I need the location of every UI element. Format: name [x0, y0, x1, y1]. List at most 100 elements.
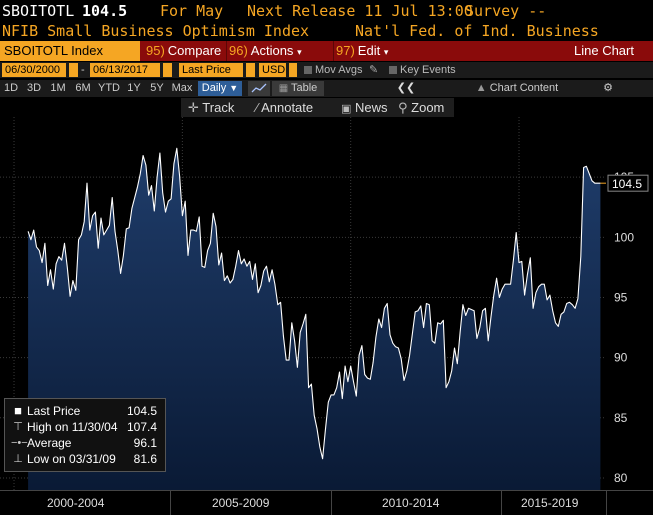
legend-average-icon: −•− [11, 437, 28, 449]
track-tool[interactable]: ✛ Track [188, 98, 234, 117]
currency-dropdown-icon[interactable] [289, 63, 297, 77]
legend-high-label: High on 11/30/04 [27, 420, 118, 434]
index-name: NFIB Small Business Optimism Index [2, 22, 310, 40]
actions-dropdown-icon: ▾ [297, 47, 302, 57]
news-tool[interactable]: ▣ News [341, 98, 388, 119]
period-6m[interactable]: 6M [75, 82, 91, 94]
legend-average: −•− Average 96.1 [5, 435, 165, 451]
chart-content-label: Chart Content [489, 82, 559, 94]
legend-low-icon: ⊥ [13, 453, 23, 465]
end-date-calendar-icon[interactable] [163, 63, 172, 77]
survey-value: Survey -- [465, 2, 547, 20]
legend-low: ⊥ Low on 03/31/09 81.6 [5, 451, 165, 467]
price-field-dropdown-icon[interactable] [246, 63, 255, 77]
index-source: Nat'l Fed. of Ind. Business [355, 22, 599, 40]
period-5y[interactable]: 5Y [150, 82, 164, 94]
period-max[interactable]: Max [171, 82, 193, 94]
frequency-dropdown-icon: ▼ [229, 83, 239, 93]
period-ytd[interactable]: YTD [98, 82, 120, 94]
pencil-icon[interactable]: ✎ [369, 64, 379, 76]
period-1d[interactable]: 1D [3, 82, 19, 94]
magnifier-icon: ⚲ [398, 100, 408, 115]
collapse-left-icon[interactable]: ❮❮ [396, 82, 416, 94]
period-1y[interactable]: 1Y [127, 82, 141, 94]
table-label: Table [291, 82, 318, 94]
start-date-calendar-icon[interactable] [69, 63, 78, 77]
start-date-field[interactable]: 06/30/2000 [2, 63, 66, 77]
frequency-label: Daily [201, 82, 227, 94]
period-bar: 1D 3D 1M 6M YTD 1Y 5Y Max Daily ▼ ▦ Tabl… [0, 80, 653, 97]
x-divider [501, 491, 502, 515]
key-events-label[interactable]: Key Events [400, 64, 456, 76]
x-divider [606, 491, 607, 515]
track-label: Track [202, 100, 235, 115]
price-area [28, 148, 601, 490]
last-value-text: 104.5 [612, 177, 642, 191]
mov-avgs-label[interactable]: Mov Avgs [315, 64, 363, 76]
legend-low-value: 81.6 [133, 452, 157, 466]
chart-type-label[interactable]: Line Chart [574, 43, 634, 58]
edit-menu[interactable]: 97) Edit ▾ [333, 41, 388, 61]
command-bar: SBOITOTL Index 95) Compare 96) Actions ▾ 9… [0, 41, 653, 61]
legend-high: ⊤ High on 11/30/04 107.4 [5, 419, 165, 435]
legend-last-price-label: Last Price [27, 404, 81, 418]
x-label-2015-2019: 2015-2019 [521, 496, 579, 510]
period-1m[interactable]: 1M [50, 82, 66, 94]
x-label-2000-2004: 2000-2004 [47, 496, 105, 510]
date-range-bar: 06/30/2000 - 06/13/2017 Last Price USD M… [0, 62, 653, 78]
legend-average-value: 96.1 [133, 436, 157, 450]
for-period: For May [160, 2, 224, 20]
edit-label: Edit [357, 43, 381, 58]
x-label-2005-2009: 2005-2009 [212, 496, 270, 510]
actions-shortcut: 96) [229, 43, 248, 58]
compare-menu[interactable]: 95) Compare [146, 41, 221, 61]
actions-label: Actions [250, 43, 294, 58]
compare-label: Compare [167, 43, 222, 58]
table-toggle[interactable]: ▦ Table [272, 81, 324, 96]
legend-high-icon: ⊤ [13, 421, 23, 433]
last-value: 104.5 [82, 2, 128, 20]
y-tick-label: 85 [614, 411, 628, 425]
chart-content-button[interactable]: ▲ Chart Content [462, 81, 572, 96]
last-value-tag: 104.5 [600, 174, 649, 192]
settings-gear-icon[interactable]: ⚙ [603, 82, 613, 94]
legend-last-price-value: 104.5 [126, 404, 157, 418]
price-field-select[interactable]: Last Price [179, 63, 243, 77]
x-label-2010-2014: 2010-2014 [382, 496, 440, 510]
y-tick-label: 95 [614, 290, 628, 304]
chart-legend[interactable]: ■ Last Price 104.5 ⊤ High on 11/30/04 10… [4, 398, 166, 472]
chart-toggle-icon[interactable] [248, 81, 270, 96]
annotate-tool[interactable]: ∕ Annotate [256, 98, 313, 117]
actions-menu[interactable]: 96) Actions ▾ [226, 41, 302, 61]
news-icon: ▣ [341, 103, 352, 115]
y-tick-label: 80 [614, 471, 628, 485]
x-divider [331, 491, 332, 515]
end-date-field[interactable]: 06/13/2017 [90, 63, 160, 77]
legend-square-icon: ■ [14, 403, 22, 418]
period-3d[interactable]: 3D [26, 82, 42, 94]
x-divider [170, 491, 171, 515]
price-line [27, 147, 601, 460]
legend-last-price: ■ Last Price 104.5 [5, 403, 165, 419]
legend-high-value: 107.4 [126, 420, 157, 434]
crosshair-icon: ✛ [188, 100, 199, 115]
annotate-icon: ∕ [256, 100, 259, 115]
ticker-field[interactable]: SBOITOTL Index [0, 41, 140, 61]
key-events-checkbox[interactable] [389, 66, 397, 74]
mov-avgs-checkbox[interactable] [304, 66, 312, 74]
ticker-symbol[interactable]: SBOITOTL [2, 2, 75, 20]
chart-content-icon: ▲ [475, 82, 487, 94]
legend-average-label: Average [27, 436, 72, 450]
frequency-select[interactable]: Daily ▼ [198, 81, 242, 96]
legend-low-label: Low on 03/31/09 [27, 452, 116, 466]
compare-shortcut: 95) [146, 43, 165, 58]
news-label: News [355, 100, 388, 115]
x-axis: 2000-2004 2005-2009 2010-2014 2015-2019 [0, 490, 653, 515]
zoom-tool[interactable]: ⚲ Zoom [398, 98, 444, 117]
date-separator: - [81, 64, 85, 76]
line-chart-icon [251, 83, 267, 93]
edit-shortcut: 97) [336, 43, 355, 58]
security-header: SBOITOTL 104.5 For May Next Release 11 J… [0, 1, 653, 21]
table-icon: ▦ [278, 83, 289, 94]
currency-select[interactable]: USD [259, 63, 286, 77]
